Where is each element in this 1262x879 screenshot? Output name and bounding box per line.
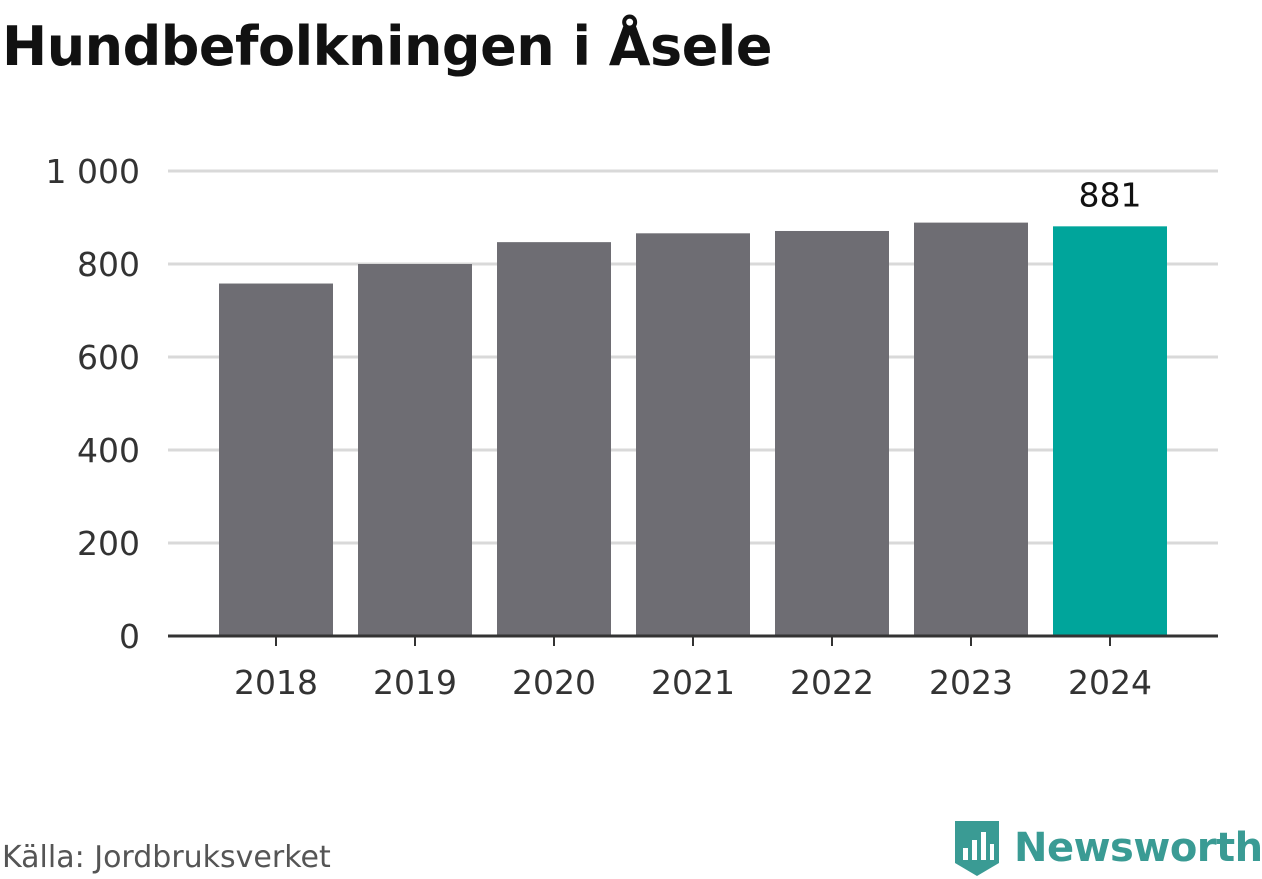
x-tick-label: 2023 — [929, 663, 1013, 702]
bar-2022 — [775, 230, 889, 637]
brand-name: Newsworthy — [1014, 825, 1262, 871]
x-axis-ticks: 2018 2019 2020 2021 2022 2023 2024 — [234, 636, 1152, 702]
x-tick-label: 2019 — [373, 663, 457, 702]
x-tick-label: 2024 — [1068, 663, 1152, 702]
bar-2018 — [219, 283, 333, 636]
x-tick-label: 2021 — [651, 663, 735, 702]
bar-2020 — [497, 242, 611, 636]
y-tick-label: 0 — [119, 617, 140, 656]
bar-2019 — [358, 264, 472, 636]
data-labels: 881 — [1079, 175, 1142, 214]
x-tick-label: 2020 — [512, 663, 596, 702]
x-tick-label: 2022 — [790, 663, 874, 702]
y-axis-ticks: 0 200 400 600 800 1 000 — [46, 152, 140, 656]
y-tick-label: 200 — [77, 524, 140, 563]
chart-title: Hundbefolkningen i Åsele — [2, 15, 772, 78]
x-tick-label: 2018 — [234, 663, 318, 702]
brand-logo: Newsworthy — [952, 818, 1262, 878]
bars — [219, 222, 1167, 637]
source-note: Källa: Jordbruksverket — [2, 840, 331, 875]
y-tick-label: 400 — [77, 431, 140, 470]
y-tick-label: 800 — [77, 245, 140, 284]
bar-2023 — [914, 222, 1028, 637]
data-label: 881 — [1079, 175, 1142, 214]
y-tick-label: 1 000 — [46, 152, 140, 191]
bar-2021 — [636, 233, 750, 636]
y-tick-label: 600 — [77, 338, 140, 377]
bar-2024 — [1053, 226, 1167, 636]
bar-chart-badge-icon — [955, 821, 999, 876]
